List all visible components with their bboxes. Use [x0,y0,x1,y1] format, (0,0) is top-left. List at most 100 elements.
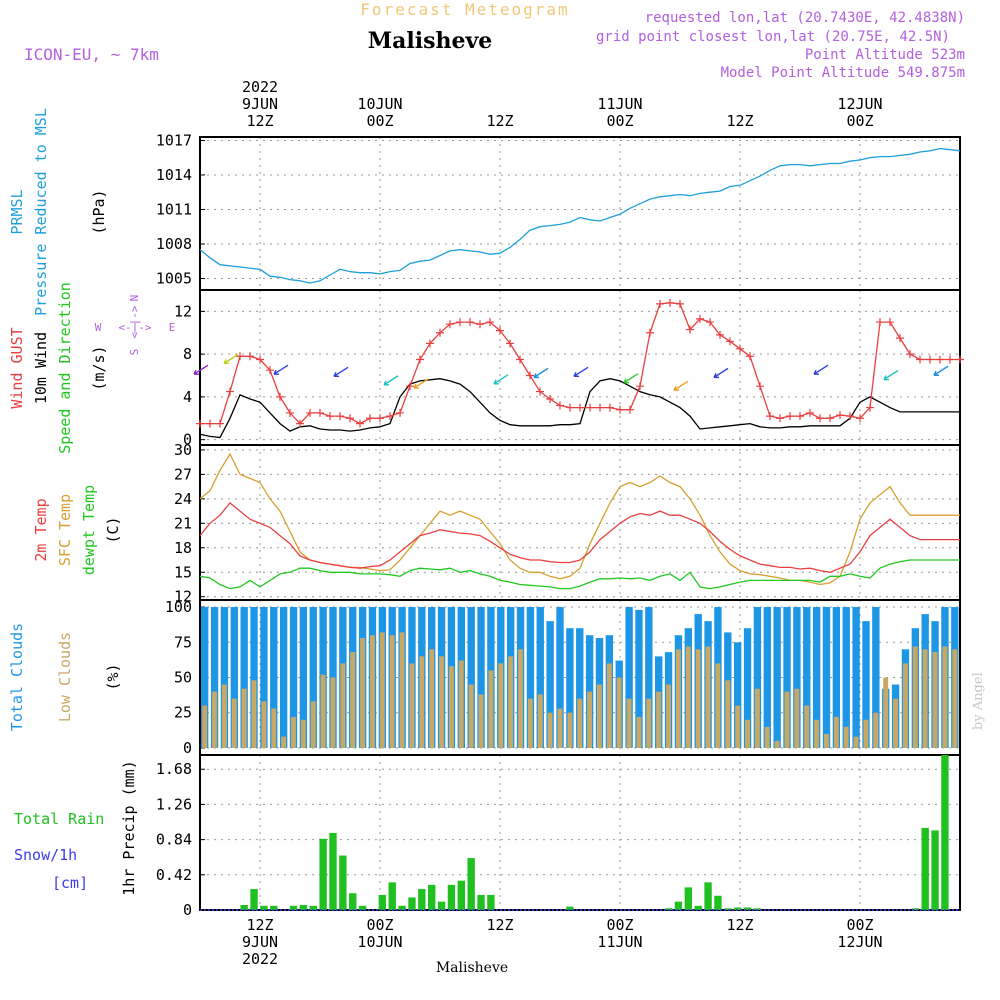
low-clouds-bar [587,691,593,748]
rain-bar [743,907,752,910]
gust-marker [496,326,504,335]
gust-marker [556,401,564,410]
rain-bar [684,887,693,910]
low-clouds-bar [745,719,750,748]
top-time-label: 00Z [606,112,633,130]
low-clouds-bar [626,698,632,748]
rain-bar [289,905,298,910]
gust-marker [696,314,704,323]
low-clouds-label: Low Clouds [56,632,74,722]
low-clouds-bar [616,677,622,748]
bottom-time-label: 12Z [246,916,273,934]
panel-5: 0 0.42 0.84 1.26 1.68 [156,754,961,919]
rain-bar [408,897,416,910]
wind-direction-arrow [573,366,589,378]
pressure-label: Pressure Reduced to MSL [32,108,50,316]
wind-unit-label: (m/s) [90,345,108,390]
low-clouds-bar [824,733,829,748]
compass-e: E [169,321,176,334]
gust-marker [956,355,964,364]
y-tick-label: 0.84 [156,831,192,849]
rain-bar [388,882,396,910]
gust-marker [566,403,574,412]
wind-direction-arrow [813,364,829,375]
snow-unit-label: [cm] [52,874,88,892]
wind-direction-arrow [193,364,209,375]
y-tick-label: 18 [174,539,192,557]
wind-direction-arrow [493,374,509,385]
rain-bar [447,884,456,910]
wind-direction-arrow [623,373,639,384]
low-clouds-bar [764,726,770,748]
low-clouds-bar [261,701,267,748]
rain-label: Total Rain [14,810,104,828]
y-tick-label: 25 [174,704,192,722]
total-clouds-bar [793,607,801,748]
rain-bar [733,907,742,910]
total-clouds-bar [832,607,841,748]
gust-marker [856,414,864,423]
gust-marker [746,352,754,361]
total-clouds-bar [260,607,268,748]
rain-bar [349,893,357,910]
model-altitude: Model Point Altitude 549.875m [721,65,965,81]
gust-marker [646,328,654,337]
low-clouds-bar [873,712,879,748]
gust-marker [836,411,844,420]
total-clouds-bar [556,607,564,748]
wind-direction-arrow [533,367,549,379]
low-clouds-bar [577,698,583,748]
total-clouds-bar [477,607,485,748]
y-tick-label: 0 [183,739,192,757]
low-clouds-bar [439,656,444,748]
panel-4: 0 25 50 75 100 [165,598,961,757]
top-time-label: 00Z [846,112,873,130]
gust-marker [906,350,914,359]
total-clouds-bar [279,607,288,748]
rain-bar [911,908,920,910]
panel-frame [199,136,961,291]
total-clouds-bar [822,607,831,748]
low-clouds-bar [784,691,790,748]
gust-marker [716,330,724,339]
gust-marker [846,412,854,421]
low-clouds-bar [458,660,464,748]
gust-marker [526,371,534,380]
wind-direction-arrow [413,378,429,389]
gust-marker [816,414,824,423]
pressure-line [199,147,961,284]
low-clouds-bar [360,638,365,748]
gust-marker [436,328,444,337]
panel-frame [199,444,961,601]
y-tick-label: 1017 [156,131,192,149]
gust-marker [806,408,814,417]
panel-frame [199,754,961,911]
y-tick-label: 1.26 [156,795,192,813]
y-tick-label: 15 [174,563,192,581]
low-clouds-bar [606,663,612,748]
low-clouds-bar [448,666,454,748]
rain-bar [753,908,762,910]
gust-marker [316,408,324,417]
low-clouds-bar [863,719,869,748]
low-clouds-bar [794,688,800,748]
gust-marker [936,355,944,364]
rain-bar [674,901,683,910]
gust-marker [346,414,354,423]
gust-marker [406,382,414,391]
gust-marker [516,355,524,364]
total-clouds-bar [210,607,219,748]
rain-bar [270,905,278,910]
low-clouds-bar [241,688,247,748]
gust-marker [326,412,334,421]
low-clouds-bar [251,680,257,748]
gust-marker [946,355,954,364]
gust-marker [366,414,374,423]
total-clouds-bar [773,607,781,748]
temp-2m-line [199,501,960,573]
low-clouds-bar [350,652,356,748]
location-title: Malisheve [368,28,492,54]
gust-marker [426,339,434,348]
compass-arrow-h: <-|-> [118,321,151,334]
gust-marker [476,320,484,329]
